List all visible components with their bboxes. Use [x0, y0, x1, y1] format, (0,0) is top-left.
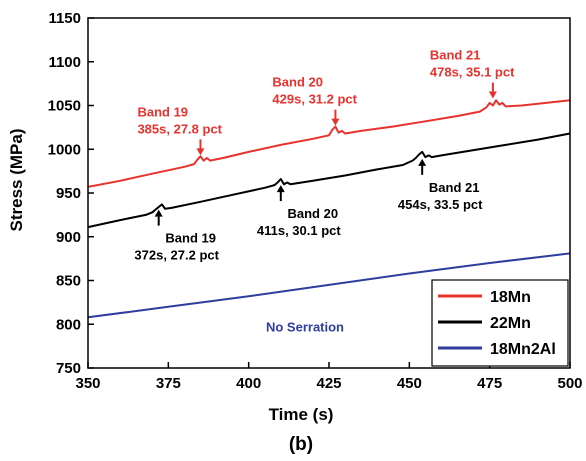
no-serration-label: No Serration [266, 319, 344, 334]
annotation-band-label: Band 21 [429, 180, 480, 195]
x-axis-label: Time (s) [269, 405, 334, 424]
annotation-band-label: Band 19 [137, 104, 188, 119]
annotation-arrowhead [276, 185, 285, 193]
annotation-arrowhead [154, 209, 163, 217]
annotation-arrowhead [196, 148, 205, 156]
y-tick-label: 900 [56, 229, 81, 246]
y-tick-label: 1100 [48, 54, 81, 71]
x-tick-label: 425 [316, 375, 341, 392]
legend: 18Mn 22Mn 18Mn2Al [431, 279, 569, 367]
legend-entry: 18Mn [490, 289, 531, 306]
y-tick-label: 950 [56, 185, 81, 202]
x-tick-label: 475 [477, 375, 502, 392]
band-annotation: Band 19 385s, 27.8 pct [137, 104, 223, 156]
annotation-time-label: 478s, 35.1 pct [430, 65, 515, 80]
legend-entry: 18Mn2Al [490, 341, 556, 358]
y-tick-label: 800 [56, 316, 81, 333]
x-tick-label: 375 [156, 375, 181, 392]
y-tick-label: 1000 [48, 141, 81, 158]
y-tick-label: 1050 [48, 98, 81, 115]
annotation-time-label: 429s, 31.2 pct [272, 92, 357, 107]
annotations: Band 19 385s, 27.8 pct Band 20 429s, 31.2 p… [134, 48, 515, 335]
legend-entry: 22Mn [490, 315, 531, 332]
annotation-band-label: Band 19 [165, 231, 216, 246]
x-tick-label: 350 [75, 375, 100, 392]
y-tick-label: 1150 [48, 10, 81, 27]
band-annotation: Band 21 454s, 33.5 pct [398, 158, 483, 212]
axis-ticks: 350 375 400 425 450 475 500 750 800 850 900 950 1000… [48, 10, 583, 392]
y-tick-label: 750 [56, 360, 81, 377]
annotation-time-label: 411s, 30.1 pct [257, 223, 342, 238]
panel-label: (b) [289, 434, 313, 455]
annotation-band-label: Band 20 [272, 75, 323, 90]
annotation-time-label: 372s, 27.2 pct [134, 248, 219, 263]
band-annotation: Band 20 411s, 30.1 pct [257, 185, 342, 238]
annotation-band-label: Band 20 [288, 206, 339, 221]
annotation-time-label: 385s, 27.8 pct [137, 121, 222, 136]
annotation-band-label: Band 21 [430, 48, 481, 63]
x-tick-label: 450 [397, 375, 422, 392]
annotation-time-label: 454s, 33.5 pct [398, 197, 483, 212]
data-layer [87, 99, 571, 319]
series-line-18mn [87, 99, 571, 188]
x-tick-label: 500 [557, 375, 582, 392]
annotation-arrowhead [331, 118, 340, 126]
annotation-arrowhead [488, 91, 497, 99]
band-annotation: Band 19 372s, 27.2 pct [134, 209, 220, 263]
series-line-18mn2al [87, 252, 571, 319]
y-tick-label: 850 [56, 273, 81, 290]
band-annotation: Band 20 429s, 31.2 pct [272, 75, 358, 126]
x-tick-label: 400 [236, 375, 261, 392]
annotation-arrowhead [418, 158, 427, 166]
y-axis-label: Stress (MPa) [7, 129, 26, 232]
band-annotation: Band 21 478s, 35.1 pct [430, 48, 515, 99]
series-line-22mn [87, 132, 571, 229]
